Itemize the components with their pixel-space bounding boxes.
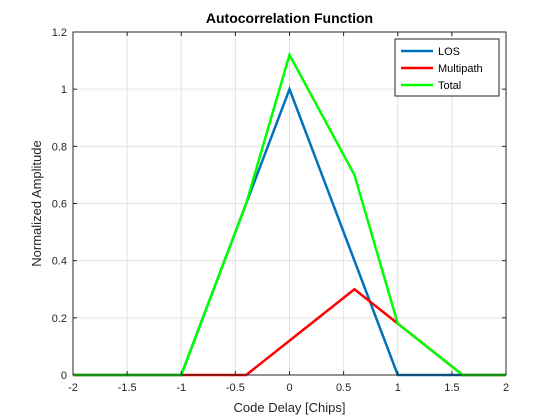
x-tick-label: 0.5 [336,382,351,394]
x-tick-label: 1.5 [444,382,459,394]
chart-title: Autocorrelation Function [206,10,373,26]
legend-label-los: LOS [438,46,460,58]
ticks: -2 -1.5 -1 -0.5 0 0.5 1 1.5 2 0 0.2 0.4 0.6 0.8 1 1.2 [52,27,509,394]
y-tick-label: 0.2 [52,313,67,325]
x-tick-label: -0.5 [226,382,245,394]
x-tick-label: -1.5 [118,382,137,394]
y-tick-label: 0 [61,370,67,382]
y-axis-label: Normalized Amplitude [29,140,44,266]
grid [73,32,506,375]
y-tick-label: 0.8 [52,141,67,153]
legend: LOS Multipath Total [394,38,500,97]
x-tick-label: 1 [395,382,401,394]
y-tick-label: 0.4 [52,256,67,268]
y-tick-label: 0.6 [52,199,67,211]
y-tick-label: 1 [61,84,67,96]
x-tick-label: 0 [286,382,292,394]
legend-label-total: Total [438,80,461,92]
legend-label-multipath: Multipath [438,63,483,75]
x-tick-label: -1 [176,382,186,394]
series-line-total [73,51,506,377]
x-tick-label: -2 [68,382,78,394]
x-tick-label: 2 [503,382,509,394]
x-axis-label: Code Delay [Chips] [234,400,346,415]
y-tick-label: 1.2 [52,27,67,39]
